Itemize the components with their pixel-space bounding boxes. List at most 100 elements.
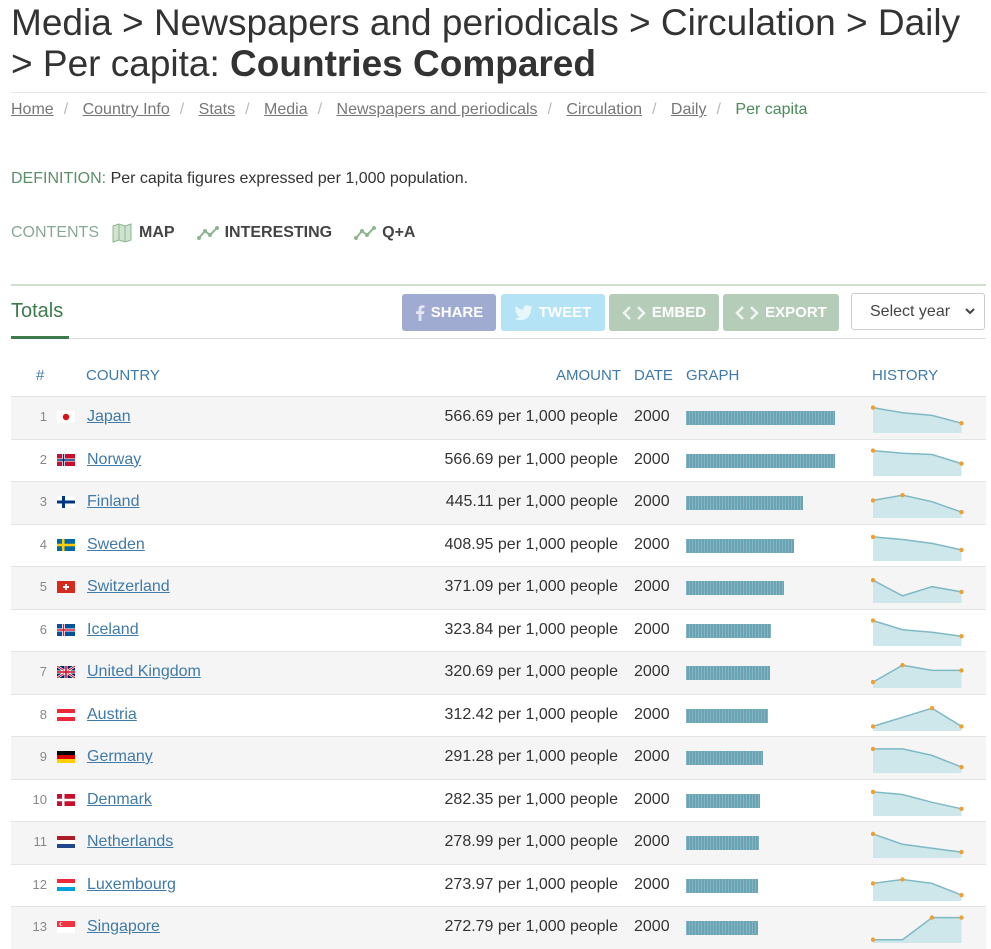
country-link[interactable]: United Kingdom bbox=[87, 663, 201, 680]
date-cell: 2000 bbox=[634, 790, 670, 808]
history-line bbox=[872, 406, 962, 424]
history-point bbox=[959, 806, 964, 811]
trend-icon bbox=[196, 226, 219, 240]
history-point bbox=[871, 578, 876, 583]
flag-icon bbox=[57, 793, 75, 806]
history-point bbox=[959, 460, 964, 466]
divider bbox=[11, 284, 986, 286]
twitter-icon bbox=[514, 305, 533, 320]
history-point bbox=[871, 447, 876, 453]
country-link[interactable]: Japan bbox=[87, 408, 131, 425]
rank-cell: 7 bbox=[39, 664, 47, 679]
history-sparkline bbox=[871, 493, 964, 518]
date-cell: 2000 bbox=[634, 705, 670, 723]
history-point bbox=[959, 892, 964, 897]
page-title-prefix: Media > Newspapers and periodicals > Cir… bbox=[11, 2, 961, 84]
table-row: 2 Norway 566.69 per 1,000 people 2000 bbox=[11, 438, 986, 482]
rank-cell: 2 bbox=[39, 451, 47, 467]
column-header-history: HISTORY bbox=[872, 367, 939, 384]
tweet-button[interactable]: TWEET bbox=[501, 294, 605, 331]
breadcrumb-home[interactable]: Home bbox=[11, 101, 54, 118]
history-sparkline bbox=[871, 915, 964, 943]
country-link[interactable]: Denmark bbox=[87, 790, 152, 808]
breadcrumb-daily[interactable]: Daily bbox=[670, 101, 707, 118]
table-row: 10 Denmark 282.35 per 1,000 people 2000 bbox=[11, 778, 986, 822]
column-header-amount[interactable]: AMOUNT bbox=[556, 367, 621, 384]
embed-button[interactable]: EMBED bbox=[609, 294, 719, 331]
contents-map-link[interactable]: MAP bbox=[111, 223, 175, 243]
table-row: 9 Germany 291.28 per 1,000 people 2000 bbox=[11, 736, 986, 779]
breadcrumb-separator: / bbox=[716, 101, 721, 118]
table-row: 11 Netherlands 278.99 per 1,000 people 2000 bbox=[11, 821, 986, 864]
totals-tab[interactable]: Totals bbox=[11, 300, 64, 322]
amount-cell: 323.84 per 1,000 people bbox=[444, 620, 618, 638]
history-area bbox=[873, 833, 962, 858]
history-area bbox=[873, 407, 962, 433]
history-area bbox=[873, 665, 962, 688]
history-point bbox=[871, 880, 876, 886]
contents-qa-link[interactable]: Q+A bbox=[354, 224, 415, 242]
country-link[interactable]: Iceland bbox=[87, 620, 139, 638]
history-point bbox=[959, 509, 964, 515]
country-link[interactable]: Austria bbox=[87, 705, 137, 723]
column-header-date[interactable]: DATE bbox=[634, 367, 673, 384]
graph-bar bbox=[686, 623, 771, 638]
code-icon bbox=[622, 305, 646, 320]
history-point bbox=[959, 547, 964, 552]
amount-cell: 273.97 per 1,000 people bbox=[444, 875, 618, 893]
graph-bar bbox=[686, 453, 835, 468]
country-link[interactable]: Netherlands bbox=[87, 833, 174, 850]
table-row: 13 Singapore 272.79 per 1,000 people 2000 bbox=[11, 906, 986, 949]
history-point bbox=[900, 663, 905, 668]
table-row: 1 Japan 566.69 per 1,000 people 2000 bbox=[11, 396, 986, 439]
breadcrumb-circulation[interactable]: Circulation bbox=[566, 101, 643, 118]
history-point bbox=[871, 746, 876, 752]
breadcrumb-newspapers[interactable]: Newspapers and periodicals bbox=[336, 101, 538, 118]
history-sparkline bbox=[871, 705, 964, 731]
country-link[interactable]: Germany bbox=[87, 748, 153, 765]
history-sparkline bbox=[871, 447, 964, 476]
country-link[interactable]: Sweden bbox=[87, 535, 145, 553]
history-sparkline bbox=[871, 578, 964, 603]
flag-icon bbox=[57, 411, 75, 423]
rank-cell: 13 bbox=[32, 919, 47, 934]
history-point bbox=[959, 668, 964, 673]
breadcrumb-current: Per capita bbox=[735, 101, 808, 118]
breadcrumb-separator: / bbox=[245, 101, 250, 118]
amount-cell: 278.99 per 1,000 people bbox=[444, 833, 618, 850]
country-link[interactable]: Singapore bbox=[87, 918, 160, 935]
definition: DEFINITION: Per capita figures expressed… bbox=[11, 170, 468, 188]
flag-icon bbox=[57, 836, 75, 848]
flag-icon bbox=[57, 581, 75, 593]
share-button-label: SHARE bbox=[430, 304, 484, 321]
graph-bar bbox=[686, 793, 760, 808]
column-header-country[interactable]: COUNTRY bbox=[86, 367, 160, 384]
code-icon bbox=[735, 305, 759, 320]
contents-qa-label: Q+A bbox=[382, 224, 416, 241]
history-point bbox=[871, 789, 876, 794]
country-link[interactable]: Luxembourg bbox=[87, 875, 176, 893]
breadcrumb-media[interactable]: Media bbox=[264, 101, 308, 118]
breadcrumb-stats[interactable]: Stats bbox=[198, 101, 236, 118]
graph-bar bbox=[686, 921, 758, 935]
date-cell: 2000 bbox=[634, 748, 670, 765]
rank-cell: 3 bbox=[39, 494, 47, 509]
country-link[interactable]: Finland bbox=[87, 493, 140, 510]
date-cell: 2000 bbox=[634, 833, 670, 850]
contents-interesting-link[interactable]: INTERESTING bbox=[196, 224, 332, 242]
definition-text: Per capita figures expressed per 1,000 p… bbox=[110, 170, 469, 187]
breadcrumb-country-info[interactable]: Country Info bbox=[82, 101, 170, 118]
export-button[interactable]: EXPORT bbox=[723, 294, 839, 331]
history-point bbox=[871, 723, 876, 729]
history-area bbox=[873, 791, 962, 816]
share-button[interactable]: SHARE bbox=[402, 294, 496, 331]
flag-icon bbox=[57, 453, 75, 466]
amount-cell: 445.11 per 1,000 people bbox=[445, 493, 618, 510]
history-point bbox=[959, 589, 964, 595]
date-cell: 2000 bbox=[634, 493, 670, 510]
contents-nav: CONTENTS MAP INTERESTING Q+A bbox=[11, 223, 437, 243]
year-select[interactable]: Select year bbox=[851, 293, 985, 330]
flag-icon bbox=[57, 666, 75, 678]
country-link[interactable]: Norway bbox=[87, 450, 142, 468]
country-link[interactable]: Switzerland bbox=[87, 578, 170, 595]
